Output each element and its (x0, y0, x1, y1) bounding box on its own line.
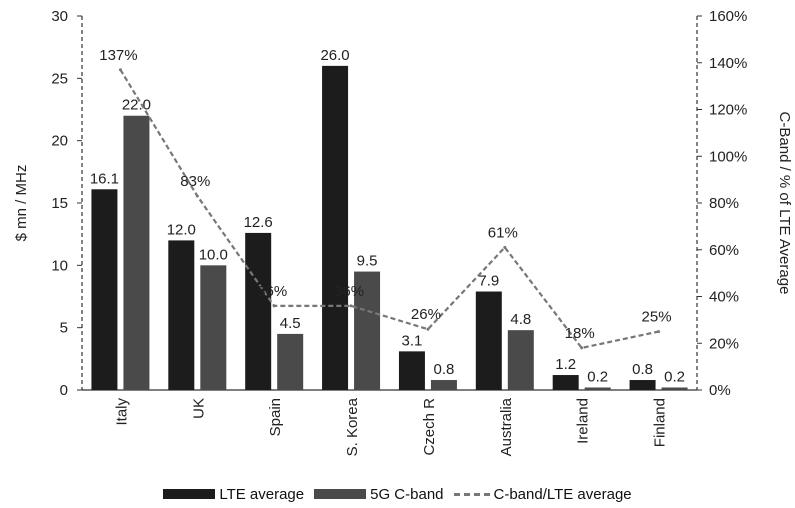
x-tick-label: Australia (498, 397, 515, 456)
y2-tick-label: 0% (709, 382, 731, 399)
point-c-band-lte-average (503, 245, 507, 249)
legend-swatch-ratio (453, 492, 490, 496)
data-label-ratio: 61% (488, 224, 518, 241)
point-c-band-lte-average (426, 327, 430, 331)
data-label-lte: 12.0 (167, 221, 196, 238)
data-label-lte: 16.1 (90, 170, 119, 187)
data-label-lte: 3.1 (402, 332, 423, 349)
legend-label-lte: LTE average (219, 485, 305, 503)
data-label-5g: 22.0 (122, 97, 151, 114)
data-label-ratio: 26% (411, 306, 441, 323)
legend-label-5g: 5G C-band (370, 485, 444, 503)
bar-5g-c-band (661, 387, 688, 390)
data-label-5g: 9.5 (357, 253, 378, 270)
x-tick-label: UK (190, 398, 207, 419)
y-tick-label: 15 (51, 195, 68, 212)
line-c-band-lte-average (119, 69, 659, 350)
legend-swatch-lte (163, 489, 216, 499)
x-tick-label: Spain (267, 398, 284, 436)
bar-5g-c-band (584, 387, 611, 390)
bar-lte-average (475, 291, 502, 390)
bar-lte-average (91, 189, 118, 390)
y2-tick-label: 160% (709, 8, 747, 25)
y-tick-label: 30 (51, 8, 68, 25)
bar-5g-c-band (507, 330, 534, 390)
y2-tick-label: 80% (709, 195, 739, 212)
legend-item-lte: LTE average (163, 486, 304, 503)
y-tick-label: 0 (60, 382, 68, 399)
legend-item-ratio: C-band/LTE average (453, 485, 632, 503)
y2-axis-title: C-Band / % of LTE Average (776, 112, 793, 295)
data-label-lte: 7.9 (478, 273, 499, 290)
x-tick-label: Finland (652, 398, 669, 447)
x-tick-label: Ireland (575, 398, 592, 444)
y2-tick-label: 140% (709, 55, 747, 72)
x-tick-label: S. Korea (344, 397, 361, 456)
data-label-ratio: 36% (257, 283, 287, 300)
data-label-lte: 26.0 (320, 47, 349, 64)
legend-item-5g: 5G C-band (314, 485, 444, 503)
y-tick-label: 25 (51, 70, 68, 87)
y-tick-label: 5 (60, 320, 68, 337)
bar-5g-c-band (277, 333, 304, 390)
data-label-lte: 12.6 (244, 214, 273, 231)
legend-swatch-5g (314, 489, 367, 499)
point-c-band-lte-average (272, 304, 276, 308)
bar-5g-c-band (200, 265, 227, 390)
data-label-5g: 10.0 (199, 246, 228, 263)
y2-tick-label: 100% (709, 148, 747, 165)
x-tick-label: Italy (113, 398, 130, 426)
legend: LTE average 5G C-band C-band/LTE average (0, 482, 795, 506)
chart: 0 5 10 15 20 25 30 0% 20% 40% 60% 80% 100% 120% 140% 16… (13, 8, 793, 456)
data-label-5g: 0.2 (664, 369, 685, 386)
data-label-5g: 0.8 (434, 361, 455, 378)
point-c-band-lte-average (195, 194, 199, 198)
y2-tick-label: 60% (709, 242, 739, 259)
point-c-band-lte-average (657, 330, 661, 334)
bar-5g-c-band (354, 271, 381, 390)
bar-5g-c-band (430, 380, 457, 390)
data-label-lte: 1.2 (555, 356, 576, 373)
data-label-ratio: 83% (180, 173, 210, 190)
bar-5g-c-band (123, 115, 150, 390)
bar-lte-average (398, 351, 425, 390)
bar-lte-average (245, 232, 272, 390)
y-tick-label: 10 (51, 257, 68, 274)
y-tick-label: 20 (51, 133, 68, 150)
data-label-ratio: 137% (99, 47, 137, 64)
point-c-band-lte-average (580, 346, 584, 350)
data-label-5g: 4.5 (280, 315, 301, 332)
bar-lte-average (322, 65, 349, 390)
bar-lte-average (168, 240, 195, 390)
y2-tick-label: 120% (709, 102, 747, 119)
data-label-5g: 4.8 (510, 311, 531, 328)
data-label-lte: 0.8 (632, 361, 653, 378)
point-c-band-lte-average (349, 304, 353, 308)
data-label-ratio: 36% (334, 283, 364, 300)
y2-tick-label: 20% (709, 335, 739, 352)
x-tick-label: Czech R (421, 398, 438, 456)
data-label-ratio: 25% (642, 309, 672, 326)
data-label-5g: 0.2 (587, 369, 608, 386)
data-label-ratio: 18% (565, 325, 595, 342)
legend-label-ratio: C-band/LTE average (493, 485, 632, 503)
y-axis-title: $ mn / MHz (13, 165, 30, 242)
bar-lte-average (629, 380, 656, 390)
y2-tick-label: 40% (709, 289, 739, 306)
point-c-band-lte-average (118, 68, 122, 72)
bar-lte-average (552, 375, 579, 390)
